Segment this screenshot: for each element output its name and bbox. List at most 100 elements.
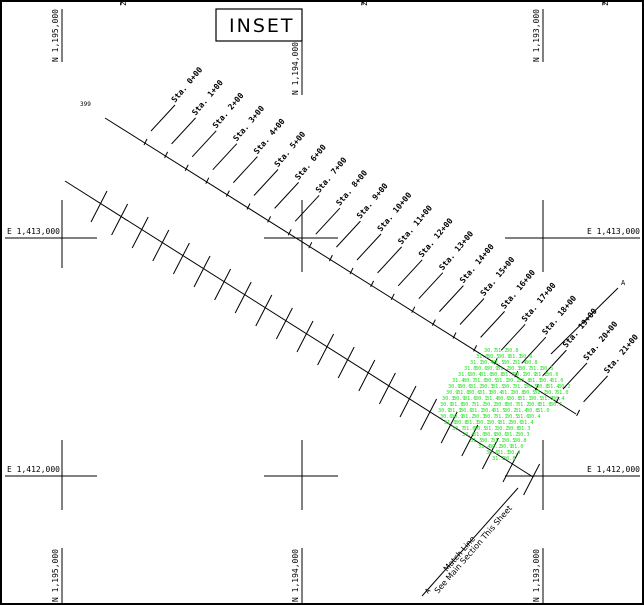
sounding-value: 30.8: [508, 396, 521, 402]
offset-tick-21: [523, 463, 541, 496]
sounding-value: 30.8: [536, 384, 549, 390]
sounding-value: 30.6: [546, 372, 559, 378]
sounding-value: 30.9: [453, 396, 466, 402]
station-leader-0: [150, 104, 176, 132]
sounding-value: 30.7: [519, 366, 532, 372]
station-label-5: Sta. 5+00: [273, 130, 308, 169]
sounding-value: 31.4: [515, 408, 528, 414]
station-label-7: Sta. 7+00: [314, 155, 349, 194]
offset-tick-10: [296, 320, 314, 353]
easting-labels: E 1,413,000 E 1,413,000 E 1,412,000 E 1,…: [7, 227, 640, 474]
sounding-value: 30.5: [487, 354, 500, 360]
sounding-value: 31.1: [492, 438, 505, 444]
sounding-value: 30.4: [469, 372, 482, 378]
sounding-value: 31.3: [529, 378, 542, 384]
offset-tick-17: [440, 411, 458, 444]
station-tick-19: [534, 383, 539, 391]
sounding-value: 31.1: [495, 414, 508, 420]
station-leader-14: [439, 285, 464, 312]
sounding-value: 31.0: [463, 426, 476, 432]
station-leader-8: [315, 207, 341, 235]
grid-crosses: [5, 200, 640, 510]
sounding-value: 31.1: [492, 456, 505, 462]
sounding-value: 31.0: [480, 372, 493, 378]
station-tick-12: [390, 293, 395, 301]
match-line-marker: A: [423, 586, 432, 595]
offset-tick-1: [111, 203, 129, 236]
station-label-0: Sta. 0+00: [170, 65, 205, 104]
northing-bottom-3: N 1,193,000: [532, 549, 541, 602]
station-tick-3: [205, 177, 210, 184]
sounding-value: 31.6: [458, 372, 471, 378]
sounding-value: 30.5: [506, 414, 519, 420]
sounding-value: 30.6: [486, 450, 499, 456]
northing-top-2: N 1,194,000: [291, 42, 300, 95]
sounding-value: 30.3: [517, 432, 530, 438]
inset-title: INSET: [229, 15, 295, 37]
sounding-value: 31.1: [471, 408, 484, 414]
sounding-value: 31.6: [517, 414, 530, 420]
sounding-value: 30.2: [507, 378, 520, 384]
station-label-6: Sta. 6+00: [293, 143, 328, 182]
sounding-value: 30.5: [485, 378, 498, 384]
sounding-value: 31.4: [452, 378, 465, 384]
offset-tick-2: [131, 216, 149, 249]
sounding-value: 30.4: [482, 408, 495, 414]
station-leader-5: [253, 169, 279, 196]
offset-tick-3: [152, 229, 170, 262]
sounding-value: 30.9: [500, 444, 513, 450]
sounding-value: 30.8: [495, 402, 508, 408]
offset-tick-0: [90, 190, 108, 223]
offset-ticks: [90, 190, 541, 496]
sounding-value: 30.2: [504, 408, 517, 414]
sounding-value: 30.7: [506, 402, 519, 408]
station-leader-13: [418, 272, 444, 300]
offset-tick-4: [172, 242, 190, 275]
sounding-value: 30.3: [481, 384, 494, 390]
sounding-value: 31.3: [479, 390, 492, 396]
station-tick-7: [287, 229, 292, 236]
sounding-value: 30.9: [440, 402, 453, 408]
sounding-value: 30.7: [484, 414, 497, 420]
sounding-value: 31.4: [521, 420, 534, 426]
top-mark-3: 2: [601, 1, 610, 6]
station-tick-15: [452, 332, 457, 339]
sounding-value: 30.1: [477, 420, 490, 426]
top-mark-1: 2: [119, 1, 128, 6]
sounding-value: 31.1: [501, 390, 514, 396]
sounding-value: 31.5: [492, 384, 505, 390]
sounding-value: 30.4: [528, 414, 541, 420]
sounding-value: 30.6: [497, 396, 510, 402]
sounding-value: 30.8: [518, 378, 531, 384]
match-line: Match Line See Main Section This Sheet A: [421, 487, 519, 597]
station-tick-1: [164, 151, 169, 159]
easting-upper-left: E 1,413,000: [7, 227, 60, 236]
station-leader-7: [294, 194, 320, 222]
station-leader-21: [583, 375, 608, 403]
sounding-value: 31.2: [470, 384, 483, 390]
sounding-value: 31.2: [534, 390, 547, 396]
sounding-value: 31.2: [462, 414, 475, 420]
station-leader-20: [562, 362, 588, 390]
sounding-value: 31.3: [541, 396, 554, 402]
sounding-value: 31.4: [547, 384, 560, 390]
depth-soundings: 30.731.230.831.030.530.931.330.631.130.4…: [438, 348, 571, 462]
offset-tick-9: [275, 307, 293, 340]
sounding-value: 30.4: [540, 378, 553, 384]
station-label-8: Sta. 8+00: [334, 168, 369, 207]
station-tick-21: [576, 409, 581, 417]
station-leader-12: [397, 259, 423, 287]
sounding-value: 30.9: [486, 366, 499, 372]
sounding-value: 30.9: [484, 432, 497, 438]
station-leader-10: [356, 233, 382, 261]
sounding-value: 31.0: [464, 366, 477, 372]
station-tick-2: [184, 164, 189, 172]
station-label-2: Sta. 2+00: [211, 91, 246, 130]
sounding-value: 31.2: [535, 372, 548, 378]
sounding-value: 30.9: [448, 384, 461, 390]
station-tick-10: [349, 267, 354, 275]
easting-upper-right: E 1,413,000: [587, 227, 640, 236]
sounding-value: 31.4: [478, 444, 491, 450]
